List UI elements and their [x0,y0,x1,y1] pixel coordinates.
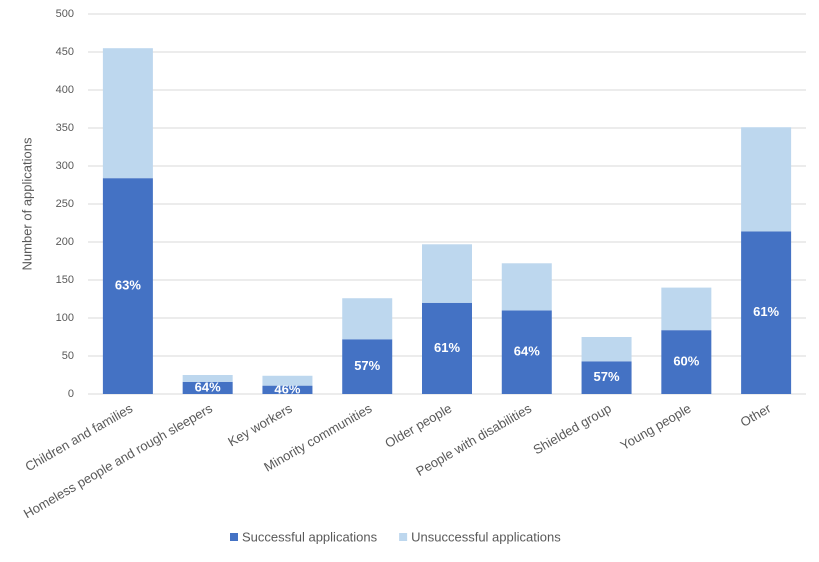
bar-segment [501,310,552,394]
bar-segment [661,287,712,331]
x-tick-label: Shielded group [531,401,614,458]
bar-segment [661,330,712,394]
y-tick-label: 300 [56,160,74,172]
bar-label: 57% [594,369,620,384]
legend-swatch [230,533,238,541]
y-tick-label: 450 [56,46,74,58]
y-tick-label: 50 [62,350,74,362]
bar-segment [422,302,472,394]
bar-segment [581,337,632,362]
x-tick-label: Other [738,400,774,430]
bar-label: 61% [753,304,779,319]
legend-swatch [399,533,408,541]
bar-label: 64% [514,344,540,359]
y-tick-label: 400 [56,84,74,96]
bar-label: 63% [115,278,141,293]
y-tick-label: 250 [56,198,74,210]
x-tick-label: Young people [618,401,694,454]
legend-label: Unsuccessful applications [411,529,561,544]
bar-segment [422,244,472,303]
bar-segment [102,178,153,394]
bar-segment [581,361,632,394]
bar-segment [741,231,792,394]
bar-segment [342,298,393,340]
bar-segment [182,375,233,382]
bar-segment [741,127,792,232]
bar-label: 64% [195,379,221,394]
bar-segment [342,339,393,394]
bar-label: 57% [354,358,380,373]
y-tick-label: 150 [56,274,74,286]
x-tick-label: Key workers [225,400,295,449]
bar-segment [262,375,313,386]
bar-segment [262,385,313,394]
y-tick-label: 350 [56,122,74,134]
y-tick-label: 0 [68,388,74,400]
bar-segment [182,381,233,394]
y-tick-label: 100 [56,312,74,324]
bar-label: 61% [434,340,460,355]
y-tick-label: 500 [56,8,74,20]
bar-segment [102,48,153,179]
x-tick-label: Older people [382,401,454,451]
bar-segment [501,263,552,311]
bar-label: 60% [673,354,699,369]
legend-label: Successful applications [242,529,378,544]
y-axis-title: Number of applications [19,137,34,270]
y-tick-label: 200 [56,236,74,248]
